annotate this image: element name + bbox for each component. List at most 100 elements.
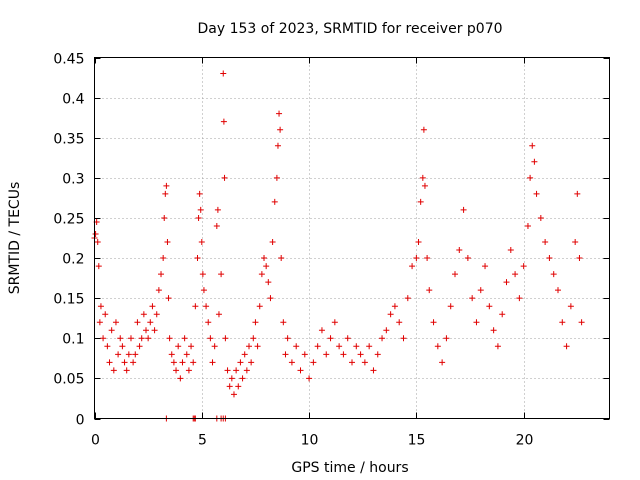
data-point	[237, 359, 244, 366]
data-point	[125, 351, 132, 358]
data-point	[284, 335, 291, 342]
data-point	[434, 343, 441, 350]
data-point	[276, 110, 283, 117]
data-point	[188, 343, 195, 350]
labels-layer: 0 0.05 0.1 0.15 0.2 0.25 0.3 0.35 0.4 0.45 0 5 10 15 2…	[53, 52, 533, 449]
data-point	[256, 303, 263, 310]
data-point	[96, 319, 103, 326]
data-point	[250, 335, 257, 342]
data-point	[199, 271, 206, 278]
data-point	[349, 359, 355, 366]
data-point	[220, 70, 227, 77]
data-point	[246, 343, 252, 350]
data-point	[222, 335, 229, 342]
data-point	[110, 367, 117, 374]
data-point	[542, 239, 549, 246]
y-tick-label: 0.1	[62, 332, 84, 348]
data-point	[215, 311, 222, 318]
y-axis-label: SRMTID / TECUs	[7, 182, 23, 295]
data-point	[94, 239, 101, 246]
data-point	[529, 142, 536, 149]
data-point	[473, 319, 480, 326]
data-point	[280, 319, 287, 326]
data-point	[190, 359, 197, 366]
data-point	[100, 335, 107, 342]
data-point	[224, 367, 231, 374]
data-point	[140, 311, 147, 318]
data-point	[95, 263, 102, 270]
data-point	[400, 335, 407, 342]
y-tick-label: 0.2	[62, 252, 84, 268]
data-point	[516, 295, 523, 302]
data-point	[477, 287, 484, 294]
data-point	[198, 239, 205, 246]
data-point	[409, 263, 416, 270]
data-point	[464, 255, 471, 262]
data-point	[507, 247, 514, 254]
data-point	[494, 343, 501, 350]
data-point	[421, 182, 428, 189]
data-point	[166, 335, 173, 342]
data-point	[117, 335, 124, 342]
data-point	[512, 271, 519, 278]
data-point	[235, 383, 242, 390]
data-point	[430, 319, 437, 326]
data-point	[165, 295, 172, 302]
data-point	[426, 287, 433, 294]
data-point	[578, 319, 585, 326]
data-point	[520, 263, 527, 270]
data-point	[228, 375, 235, 382]
data-point	[192, 303, 199, 310]
data-point	[151, 327, 158, 334]
data-point	[243, 367, 250, 374]
data-point	[460, 206, 467, 213]
data-point	[357, 351, 364, 358]
data-point	[258, 271, 265, 278]
x-tick-label: 5	[198, 433, 207, 449]
data-point	[469, 295, 476, 302]
data-point	[282, 351, 289, 358]
data-point	[194, 255, 201, 262]
data-point	[248, 359, 255, 366]
data-point	[145, 335, 152, 342]
data-point	[563, 343, 570, 350]
data-point	[361, 359, 368, 366]
data-point	[415, 239, 422, 246]
data-point	[306, 375, 313, 382]
data-point	[550, 271, 557, 278]
data-point	[160, 255, 167, 262]
data-point	[420, 126, 427, 133]
data-point	[297, 367, 304, 374]
grid-layer	[94, 57, 610, 419]
data-point	[374, 351, 381, 358]
data-point	[220, 118, 227, 125]
data-point	[233, 367, 240, 374]
data-point	[213, 222, 220, 229]
data-point	[379, 335, 386, 342]
data-point	[123, 367, 130, 374]
data-point	[121, 359, 128, 366]
data-point	[138, 335, 145, 342]
data-point	[112, 319, 119, 326]
data-point	[278, 255, 285, 262]
data-point	[391, 303, 398, 310]
data-point	[366, 343, 373, 350]
data-point	[499, 311, 506, 318]
data-point	[164, 239, 171, 246]
data-point	[254, 343, 261, 350]
chart-title: Day 153 of 2023, SRMTID for receiver p07…	[197, 21, 502, 37]
data-point	[524, 222, 531, 229]
y-tick-label: 0.25	[53, 212, 84, 228]
data-point	[531, 158, 538, 165]
data-point	[567, 303, 574, 310]
data-point	[226, 383, 233, 390]
data-point	[323, 351, 330, 358]
data-point	[546, 255, 553, 262]
data-point	[155, 287, 162, 294]
data-point	[170, 359, 177, 366]
data-point	[527, 174, 534, 181]
data-point	[241, 351, 248, 358]
data-point	[447, 303, 454, 310]
data-point	[195, 214, 202, 221]
